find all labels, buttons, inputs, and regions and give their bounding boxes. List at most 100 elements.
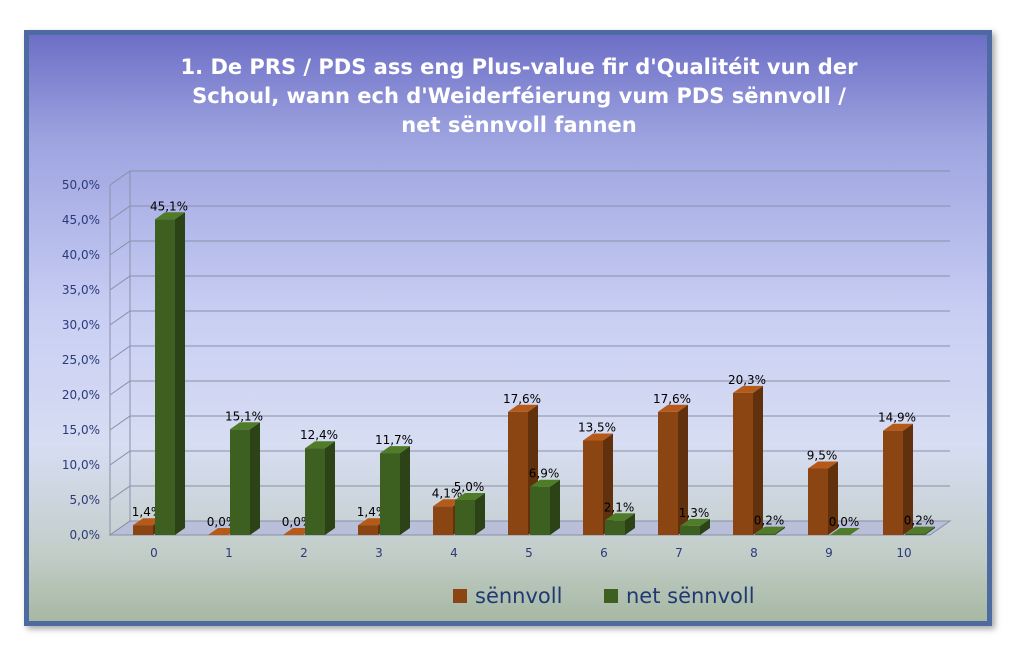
bar-top bbox=[230, 422, 260, 430]
bar-side bbox=[903, 423, 913, 535]
bar-top bbox=[605, 513, 635, 521]
data-label: 2,1% bbox=[604, 500, 635, 514]
legend-label: net sënnvoll bbox=[626, 584, 755, 608]
side-gridline bbox=[109, 170, 131, 186]
bar bbox=[230, 429, 250, 535]
data-label: 15,1% bbox=[225, 409, 263, 423]
data-label: 4,1% bbox=[432, 486, 463, 500]
data-label: 6,9% bbox=[529, 467, 560, 481]
x-tick-label: 4 bbox=[450, 546, 458, 560]
bar-top bbox=[530, 479, 560, 487]
side-gridline bbox=[109, 310, 131, 326]
bar-top bbox=[305, 441, 335, 449]
y-tick-label: 15,0% bbox=[62, 423, 100, 437]
data-label: 0,0% bbox=[282, 515, 313, 529]
data-label: 20,3% bbox=[728, 373, 766, 387]
bar bbox=[905, 533, 925, 535]
bar bbox=[680, 525, 700, 535]
data-label: 17,6% bbox=[653, 392, 691, 406]
x-tick-label: 3 bbox=[375, 546, 383, 560]
data-label: 5,0% bbox=[454, 480, 485, 494]
bar-top bbox=[658, 404, 688, 412]
bar-top bbox=[155, 212, 185, 220]
x-tick-label: 2 bbox=[300, 546, 308, 560]
y-tick-label: 50,0% bbox=[62, 178, 100, 192]
bar bbox=[455, 500, 475, 535]
side-gridline bbox=[109, 275, 131, 291]
x-tick-label: 8 bbox=[750, 546, 758, 560]
y-tick-label: 0,0% bbox=[70, 528, 101, 542]
bar-side bbox=[250, 422, 260, 535]
bar bbox=[305, 448, 325, 535]
x-tick-label: 7 bbox=[675, 546, 683, 560]
bar-top bbox=[883, 423, 913, 431]
x-tick-label: 1 bbox=[225, 546, 233, 560]
bar-top bbox=[808, 461, 838, 469]
bar-top bbox=[455, 493, 485, 500]
bar-top bbox=[380, 446, 410, 454]
side-gridline bbox=[109, 485, 131, 501]
data-label: 9,5% bbox=[807, 449, 838, 463]
bar bbox=[883, 430, 903, 535]
bar-side bbox=[775, 526, 785, 535]
bar bbox=[155, 219, 175, 536]
bar-side bbox=[828, 461, 838, 535]
y-tick-label: 10,0% bbox=[62, 458, 100, 472]
legend-label: sënnvoll bbox=[475, 584, 562, 608]
data-label: 12,4% bbox=[300, 428, 338, 442]
bar-top bbox=[508, 404, 538, 412]
bar bbox=[133, 525, 153, 535]
data-label: 14,9% bbox=[878, 411, 916, 425]
bar-side bbox=[325, 441, 335, 535]
y-tick-label: 35,0% bbox=[62, 283, 100, 297]
bar-side bbox=[700, 518, 710, 535]
data-label: 1,4% bbox=[357, 505, 388, 519]
data-label: 45,1% bbox=[150, 199, 188, 213]
side-gridline bbox=[109, 415, 131, 431]
bar-side bbox=[753, 385, 763, 535]
bar-side bbox=[603, 433, 613, 535]
bar bbox=[605, 520, 625, 535]
data-label: 11,7% bbox=[375, 433, 413, 447]
bar-top bbox=[905, 526, 935, 534]
x-tick-label: 10 bbox=[896, 546, 911, 560]
y-tick-label: 45,0% bbox=[62, 213, 100, 227]
side-gridline bbox=[109, 380, 131, 396]
side-gridline bbox=[109, 345, 131, 361]
bar bbox=[755, 533, 775, 535]
bar-side bbox=[625, 513, 635, 535]
side-gridline bbox=[109, 240, 131, 256]
y-tick-label: 40,0% bbox=[62, 248, 100, 262]
side-gridline bbox=[109, 450, 131, 466]
legend-swatch bbox=[453, 589, 467, 603]
data-label: 17,6% bbox=[503, 392, 541, 406]
bar-side bbox=[400, 446, 410, 535]
bar-top bbox=[733, 385, 763, 393]
data-label: 0,2% bbox=[754, 514, 785, 528]
y-tick-label: 25,0% bbox=[62, 353, 100, 367]
bar bbox=[433, 506, 453, 535]
x-tick-label: 5 bbox=[525, 546, 533, 560]
bar-top bbox=[583, 433, 613, 441]
bar-side bbox=[175, 212, 185, 536]
bar-side bbox=[475, 493, 485, 535]
x-tick-label: 9 bbox=[825, 546, 833, 560]
data-label: 0,0% bbox=[207, 515, 238, 529]
y-tick-label: 5,0% bbox=[70, 493, 101, 507]
bar bbox=[530, 486, 550, 535]
chart-title: 1. De PRS / PDS ass eng Plus-value fir d… bbox=[180, 55, 858, 137]
bar bbox=[583, 440, 603, 535]
bar-top bbox=[830, 528, 860, 535]
bar bbox=[380, 453, 400, 535]
bar-top bbox=[680, 518, 710, 526]
data-label: 0,0% bbox=[829, 515, 860, 529]
bar bbox=[733, 392, 753, 535]
bar-top bbox=[755, 526, 785, 534]
data-label: 1,4% bbox=[132, 505, 163, 519]
bar bbox=[508, 411, 528, 535]
data-label: 0,2% bbox=[904, 514, 935, 528]
x-tick-label: 0 bbox=[150, 546, 158, 560]
data-label: 1,3% bbox=[679, 506, 710, 520]
bar-side bbox=[678, 404, 688, 535]
x-tick-label: 6 bbox=[600, 546, 608, 560]
